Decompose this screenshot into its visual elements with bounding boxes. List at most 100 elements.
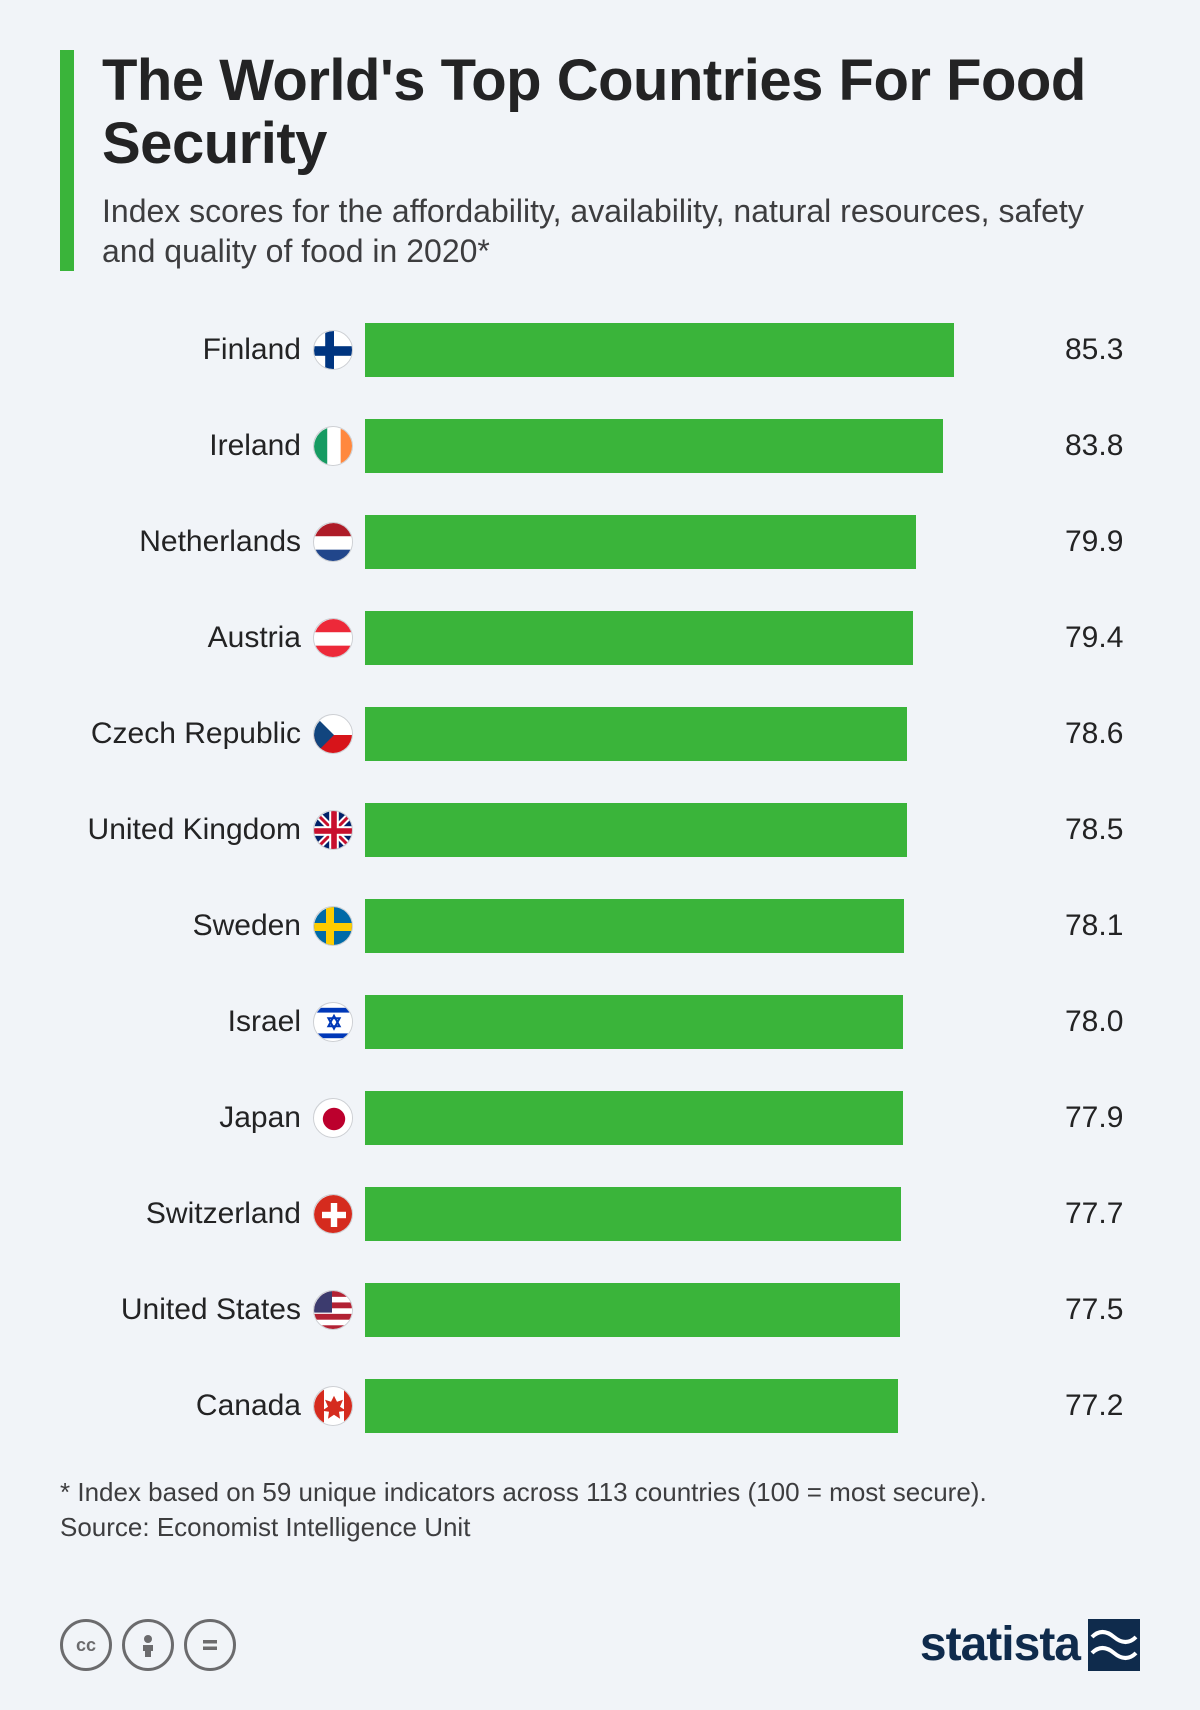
bar-cell: 77.9 — [365, 1091, 1055, 1145]
statista-wordmark: statista — [920, 1617, 1080, 1672]
israel-flag-icon — [313, 1002, 353, 1042]
chart-row: Netherlands 79.9 — [60, 503, 1140, 581]
bar-cell: 83.8 — [365, 419, 1055, 473]
bar — [365, 515, 916, 569]
cc-nd-icon — [184, 1619, 236, 1671]
statista-logo: statista — [920, 1617, 1140, 1672]
chart-row: Austria 79.4 — [60, 599, 1140, 677]
country-name: Netherlands — [139, 525, 301, 559]
cc-license-icons: cc — [60, 1619, 236, 1671]
usa-flag-icon — [313, 1290, 353, 1330]
chart-row-label: Switzerland — [60, 1194, 365, 1234]
footnote-line: * Index based on 59 unique indicators ac… — [60, 1475, 1140, 1510]
austria-flag-icon — [313, 618, 353, 658]
chart-subtitle: Index scores for the affordability, avai… — [102, 191, 1140, 271]
bar-cell: 78.5 — [365, 803, 1055, 857]
chart-row: United States 77.5 — [60, 1271, 1140, 1349]
uk-flag-icon — [313, 810, 353, 850]
bar-value: 83.8 — [1065, 429, 1123, 463]
bar — [365, 803, 907, 857]
footnote-source: Source: Economist Intelligence Unit — [60, 1510, 1140, 1545]
bar-value: 78.0 — [1065, 1005, 1123, 1039]
country-name: United Kingdom — [88, 813, 301, 847]
sweden-flag-icon — [313, 906, 353, 946]
bar-cell: 79.4 — [365, 611, 1055, 665]
chart-row-label: Finland — [60, 330, 365, 370]
bar-value: 77.2 — [1065, 1389, 1123, 1423]
chart-row: Czech Republic 78.6 — [60, 695, 1140, 773]
country-name: Finland — [203, 333, 301, 367]
chart-row-label: Netherlands — [60, 522, 365, 562]
chart-row: Canada 77.2 — [60, 1367, 1140, 1445]
bar-value: 79.4 — [1065, 621, 1123, 655]
chart-row: Japan 77.9 — [60, 1079, 1140, 1157]
svg-text:cc: cc — [76, 1635, 96, 1655]
chart-row-label: Canada — [60, 1386, 365, 1426]
bar-value: 78.5 — [1065, 813, 1123, 847]
chart-row-label: United Kingdom — [60, 810, 365, 850]
country-name: Austria — [208, 621, 301, 655]
bar-cell: 77.5 — [365, 1283, 1055, 1337]
bar — [365, 323, 954, 377]
bar-value: 79.9 — [1065, 525, 1123, 559]
japan-flag-icon — [313, 1098, 353, 1138]
chart-row: Sweden 78.1 — [60, 887, 1140, 965]
country-name: Sweden — [193, 909, 301, 943]
bar-value: 77.9 — [1065, 1101, 1123, 1135]
cc-by-icon — [122, 1619, 174, 1671]
bar — [365, 611, 913, 665]
bar-chart: Finland 85.3 Ireland 83.8 Netherlands 79.9… — [60, 311, 1140, 1445]
statista-logo-icon — [1088, 1619, 1140, 1671]
bar-cell: 78.1 — [365, 899, 1055, 953]
finland-flag-icon — [313, 330, 353, 370]
bar-cell: 85.3 — [365, 323, 1055, 377]
bar-value: 85.3 — [1065, 333, 1123, 367]
footer: cc statista — [60, 1617, 1140, 1672]
bar-cell: 78.0 — [365, 995, 1055, 1049]
cc-icon: cc — [60, 1619, 112, 1671]
country-name: Japan — [219, 1101, 301, 1135]
footnote: * Index based on 59 unique indicators ac… — [60, 1475, 1140, 1545]
bar — [365, 1283, 900, 1337]
bar-value: 78.1 — [1065, 909, 1123, 943]
bar-cell: 77.2 — [365, 1379, 1055, 1433]
bar-value: 78.6 — [1065, 717, 1123, 751]
chart-row-label: Austria — [60, 618, 365, 658]
country-name: Israel — [228, 1005, 301, 1039]
chart-row: Switzerland 77.7 — [60, 1175, 1140, 1253]
country-name: United States — [121, 1293, 301, 1327]
header: The World's Top Countries For Food Secur… — [60, 50, 1140, 271]
netherlands-flag-icon — [313, 522, 353, 562]
canada-flag-icon — [313, 1386, 353, 1426]
chart-row-label: United States — [60, 1290, 365, 1330]
chart-row: Finland 85.3 — [60, 311, 1140, 389]
ireland-flag-icon — [313, 426, 353, 466]
country-name: Czech Republic — [91, 717, 301, 751]
bar-value: 77.5 — [1065, 1293, 1123, 1327]
bar — [365, 1187, 901, 1241]
chart-row-label: Ireland — [60, 426, 365, 466]
bar — [365, 707, 907, 761]
chart-row-label: Sweden — [60, 906, 365, 946]
bar — [365, 1379, 898, 1433]
chart-row-label: Israel — [60, 1002, 365, 1042]
bar-cell: 77.7 — [365, 1187, 1055, 1241]
chart-row-label: Japan — [60, 1098, 365, 1138]
chart-title: The World's Top Countries For Food Secur… — [102, 50, 1140, 175]
switzerland-flag-icon — [313, 1194, 353, 1234]
chart-row: United Kingdom 78.5 — [60, 791, 1140, 869]
czech-flag-icon — [313, 714, 353, 754]
country-name: Ireland — [209, 429, 301, 463]
chart-row-label: Czech Republic — [60, 714, 365, 754]
bar-value: 77.7 — [1065, 1197, 1123, 1231]
bar-cell: 79.9 — [365, 515, 1055, 569]
bar — [365, 899, 904, 953]
country-name: Canada — [196, 1389, 301, 1423]
chart-row: Ireland 83.8 — [60, 407, 1140, 485]
country-name: Switzerland — [146, 1197, 301, 1231]
bar — [365, 995, 903, 1049]
bar — [365, 419, 943, 473]
bar-cell: 78.6 — [365, 707, 1055, 761]
bar — [365, 1091, 903, 1145]
chart-row: Israel 78.0 — [60, 983, 1140, 1061]
